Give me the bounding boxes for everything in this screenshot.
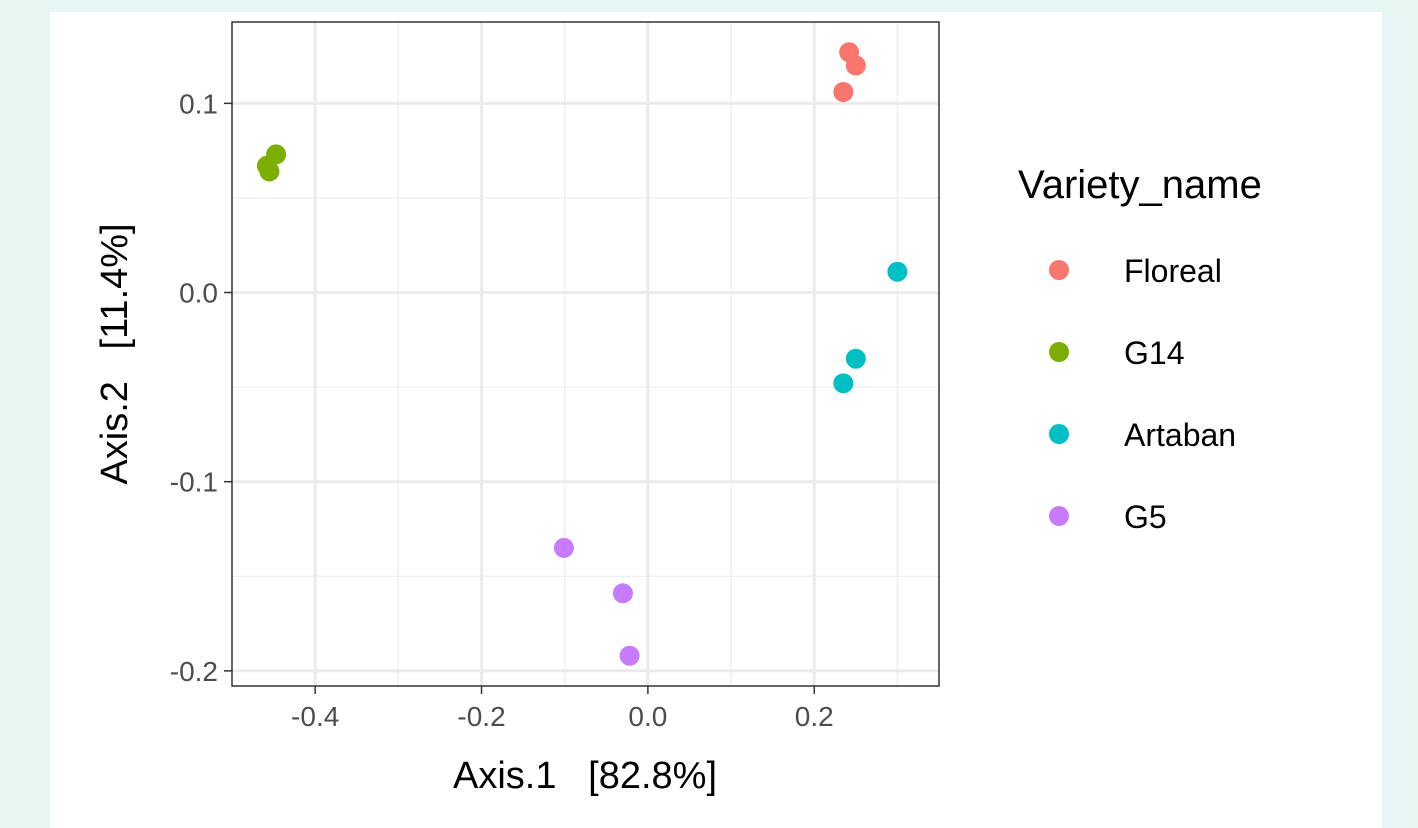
y-tick-label: -0.1 (170, 467, 218, 498)
x-tick-label: -0.4 (291, 701, 339, 732)
scatter-chart: -0.4 -0.2 0.0 0.2 -0.2 -0.1 0.0 0.1 Axis.1 [82… (94, 21, 1262, 797)
point-artaban (887, 261, 908, 282)
data-points (256, 42, 908, 666)
y-tick-label: 0.0 (179, 278, 218, 309)
point-g5 (553, 537, 574, 558)
legend-key-g14 (1049, 342, 1069, 362)
point-g5 (619, 645, 640, 666)
y-axis-title: Axis.2 [11.4%] (94, 223, 136, 484)
plot-panel (232, 22, 939, 686)
y-axis-ticks: -0.2 -0.1 0.0 0.1 (170, 88, 232, 687)
legend-label-floreal: Floreal (1124, 253, 1222, 289)
point-artaban (845, 348, 866, 369)
point-g5 (612, 583, 633, 604)
legend-label-g14: G14 (1124, 335, 1184, 371)
x-axis-ticks: -0.4 -0.2 0.0 0.2 (291, 686, 834, 732)
legend-label-g5: G5 (1124, 499, 1167, 535)
plot-border (231, 21, 940, 687)
x-tick-label: -0.2 (457, 701, 505, 732)
x-tick-label: 0.0 (628, 701, 667, 732)
y-tick-label: 0.1 (179, 88, 218, 119)
y-tick-label: -0.2 (170, 656, 218, 687)
chart-figure: -0.4 -0.2 0.0 0.2 -0.2 -0.1 0.0 0.1 Axis.1 [82… (50, 12, 1382, 828)
major-gridlines (232, 22, 939, 686)
legend-key-artaban (1049, 424, 1069, 444)
legend-title: Variety_name (1018, 163, 1262, 207)
point-g14 (259, 161, 280, 182)
minor-gridlines (232, 22, 939, 686)
legend-key-floreal (1049, 260, 1069, 280)
x-tick-label: 0.2 (795, 701, 834, 732)
legend-key-g5 (1049, 506, 1069, 526)
legend-label-artaban: Artaban (1124, 417, 1236, 453)
point-floreal (833, 81, 854, 102)
x-axis-title: Axis.1 [82.8%] (453, 755, 717, 797)
point-floreal (845, 55, 866, 76)
legend-items: Floreal G14 Artaban G5 (1049, 253, 1236, 535)
legend: Variety_name Floreal G14 Artaban G5 (1018, 163, 1262, 535)
point-artaban (833, 373, 854, 394)
